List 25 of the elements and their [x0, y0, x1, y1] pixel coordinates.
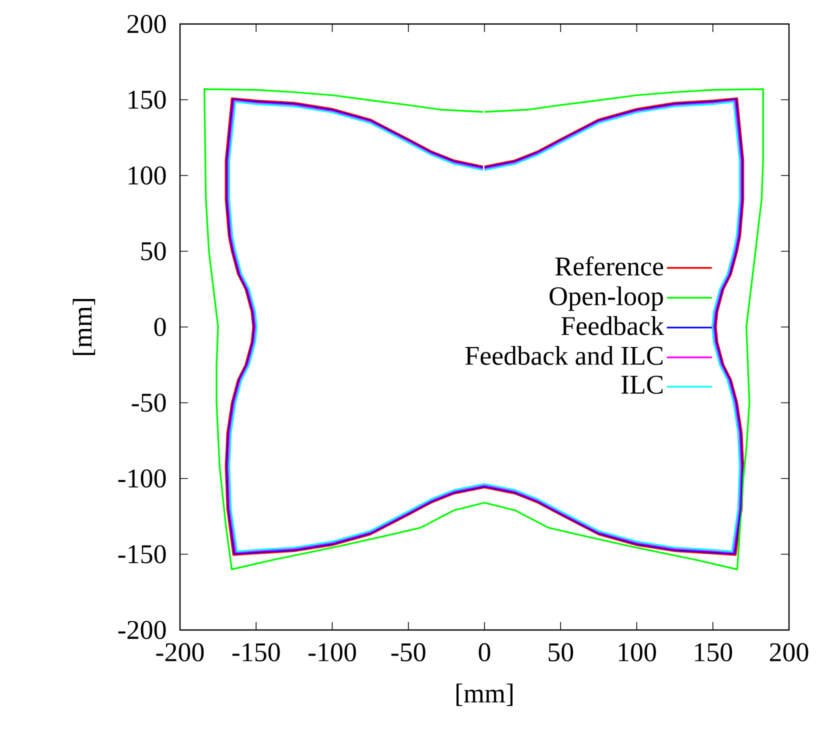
legend-label: ILC: [622, 376, 663, 394]
legend-label: Feedback: [561, 316, 664, 336]
y-tick-label: 200: [128, 14, 166, 34]
x-tick-label: 150: [694, 643, 732, 662]
y-tick-label: -50: [132, 394, 166, 412]
y-tick-label: 100: [128, 166, 166, 185]
x-tick-label: 100: [618, 643, 656, 662]
y-tick-label: 50: [141, 242, 166, 260]
y-tick-label: -150: [118, 545, 166, 564]
x-tick-label: 0: [478, 643, 490, 662]
x-tick-label: -150: [232, 643, 280, 662]
x-tick-label: -100: [308, 643, 356, 662]
legend-label: Reference: [555, 256, 664, 276]
y-tick-label: -200: [118, 620, 166, 640]
x-tick-label: -200: [156, 643, 204, 662]
y-tick-label: -100: [118, 469, 166, 488]
y-axis-title: [mm]: [72, 298, 96, 355]
x-axis-title: [mm]: [456, 684, 513, 706]
x-tick-label: 200: [770, 643, 808, 662]
x-tick-label: -50: [391, 643, 426, 662]
legend-label: Feedback and ILC: [465, 346, 663, 365]
legend-label: Open-loop: [550, 286, 663, 311]
y-tick-label: 150: [128, 90, 166, 109]
y-tick-label: 0: [154, 318, 166, 336]
x-tick-label: 50: [548, 643, 574, 662]
